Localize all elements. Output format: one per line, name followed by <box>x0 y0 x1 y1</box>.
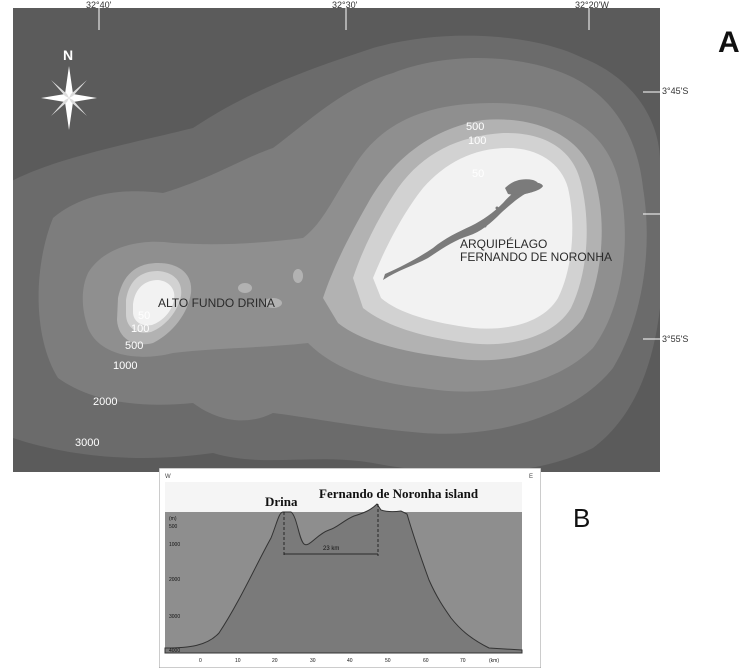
longitude-label-32-30: 32°30' <box>332 0 358 10</box>
north-label: N <box>63 47 73 63</box>
contour-50-west-area <box>133 280 175 326</box>
bathymetric-map: N ARQUIPÉLAGO FERNANDO DE NORONHA ALTO F… <box>13 8 660 472</box>
depth-tick-1000: 1000 <box>169 542 180 548</box>
km-tick-50: 50 <box>385 658 391 664</box>
latitude-label-3-45: 3°45'S <box>662 86 689 96</box>
fernando-de-noronha-island <box>383 182 543 280</box>
west-label: W <box>165 474 171 480</box>
east-label: E <box>529 474 533 480</box>
depth-tick-500: 500 <box>169 524 178 530</box>
distance-label: 23 km <box>323 546 339 552</box>
contour-label-west-100: 100 <box>131 323 149 335</box>
panel-label-b: B <box>573 503 591 533</box>
profile-sky-area <box>165 482 522 512</box>
depth-tick-unit: (m) <box>169 516 177 522</box>
seamount-1 <box>238 283 252 293</box>
profile-title-noronha: Fernando de Noronha island <box>319 486 479 501</box>
depth-tick-2000: 2000 <box>169 577 180 583</box>
depth-tick-4000: 4000 <box>169 648 180 654</box>
bathymetric-profile-panel: 23 km W E Drina Fernando de Noronha isla… <box>159 468 541 668</box>
contour-label-2000: 2000 <box>93 396 117 408</box>
km-tick-unit: (km) <box>489 658 499 664</box>
contour-label-1000: 1000 <box>113 360 137 372</box>
fernando-de-noronha-island-east <box>505 179 540 195</box>
panel-label-a: A <box>718 26 740 59</box>
km-tick-20: 20 <box>272 658 278 664</box>
islet-2 <box>483 224 487 228</box>
seamount-3 <box>293 269 303 283</box>
profile-title-drina: Drina <box>265 494 298 509</box>
contour-label-east-50: 50 <box>472 168 484 180</box>
contour-label-west-500: 500 <box>125 340 143 352</box>
islet-1 <box>489 216 493 220</box>
longitude-label-32-40: 32°40' <box>86 0 112 10</box>
depth-tick-3000: 3000 <box>169 614 180 620</box>
alto-fundo-drina-label: ALTO FUNDO DRINA <box>158 296 275 310</box>
km-tick-40: 40 <box>347 658 353 664</box>
km-tick-30: 30 <box>310 658 316 664</box>
latitude-label-3-55: 3°55'S <box>662 334 689 344</box>
archipelago-label-line1: ARQUIPÉLAGO <box>460 236 547 251</box>
contour-label-east-500: 500 <box>466 121 484 133</box>
longitude-label-32-20: 32°20'W <box>575 0 609 10</box>
km-tick-70: 70 <box>460 658 466 664</box>
km-tick-10: 10 <box>235 658 241 664</box>
contour-label-west-50: 50 <box>138 310 150 322</box>
contour-label-3000: 3000 <box>75 437 99 449</box>
seamount-2 <box>264 298 282 308</box>
km-tick-60: 60 <box>423 658 429 664</box>
archipelago-label-line2: FERNANDO DE NORONHA <box>460 250 612 264</box>
km-tick-0: 0 <box>199 658 202 664</box>
compass-rose-icon <box>41 66 97 130</box>
islet-3 <box>495 206 499 210</box>
contour-label-east-100: 100 <box>468 135 486 147</box>
seafloor-profile <box>164 503 523 654</box>
